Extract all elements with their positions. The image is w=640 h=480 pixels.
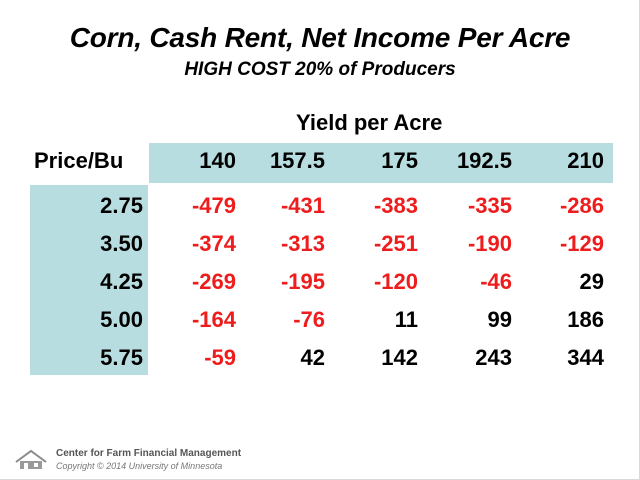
table-cell: -479: [191, 193, 236, 218]
column-header-yield: 140: [199, 148, 236, 173]
footer-organization: Center for Farm Financial Management: [56, 448, 242, 459]
table-cell: -46: [480, 269, 512, 294]
column-header-yield: 192.5: [456, 148, 512, 173]
price-row-header-label: Price/Bu: [34, 148, 124, 173]
row-header-price: 4.25: [100, 269, 143, 294]
column-header-yield: 175: [381, 148, 418, 173]
column-header-yield: 157.5: [269, 148, 325, 173]
slide-title: Corn, Cash Rent, Net Income Per Acre: [69, 22, 571, 53]
table-cell: 186: [567, 307, 604, 332]
table-cell: 344: [567, 345, 604, 370]
row-header-price: 5.00: [100, 307, 143, 332]
table-cell: -190: [467, 231, 512, 256]
table-cell: -59: [204, 345, 236, 370]
cffm-logo-icon: [15, 449, 47, 469]
table-cell: -374: [191, 231, 236, 256]
column-header-band: [149, 143, 613, 183]
table-cell: -431: [280, 193, 325, 218]
slide-subtitle: HIGH COST 20% of Producers: [184, 59, 456, 80]
table-cell: 243: [475, 345, 512, 370]
table-cell: 42: [300, 345, 325, 370]
table-cell: -76: [293, 307, 325, 332]
table-cell: -129: [559, 231, 604, 256]
table-cell: 99: [487, 307, 512, 332]
table-cell: -251: [373, 231, 418, 256]
footer-copyright: Copyright © 2014 University of Minnesota: [56, 461, 223, 471]
yield-column-group-label: Yield per Acre: [296, 110, 443, 135]
table-cell: -335: [467, 193, 512, 218]
table-cell: -164: [191, 307, 236, 332]
row-header-price: 3.50: [100, 231, 143, 256]
table-cell: -383: [373, 193, 418, 218]
table-cell: 142: [381, 345, 418, 370]
row-header-price: 5.75: [100, 345, 143, 370]
row-header-price: 2.75: [100, 193, 143, 218]
price-row-header-band: [30, 185, 148, 375]
column-header-yield: 210: [567, 148, 604, 173]
table-cell: -313: [280, 231, 325, 256]
table-cell: -120: [373, 269, 418, 294]
table-cell: 29: [579, 269, 604, 294]
table-cell: 11: [394, 307, 418, 332]
table-cell: -195: [280, 269, 325, 294]
table-cell: -286: [559, 193, 604, 218]
table-cell: -269: [191, 269, 236, 294]
